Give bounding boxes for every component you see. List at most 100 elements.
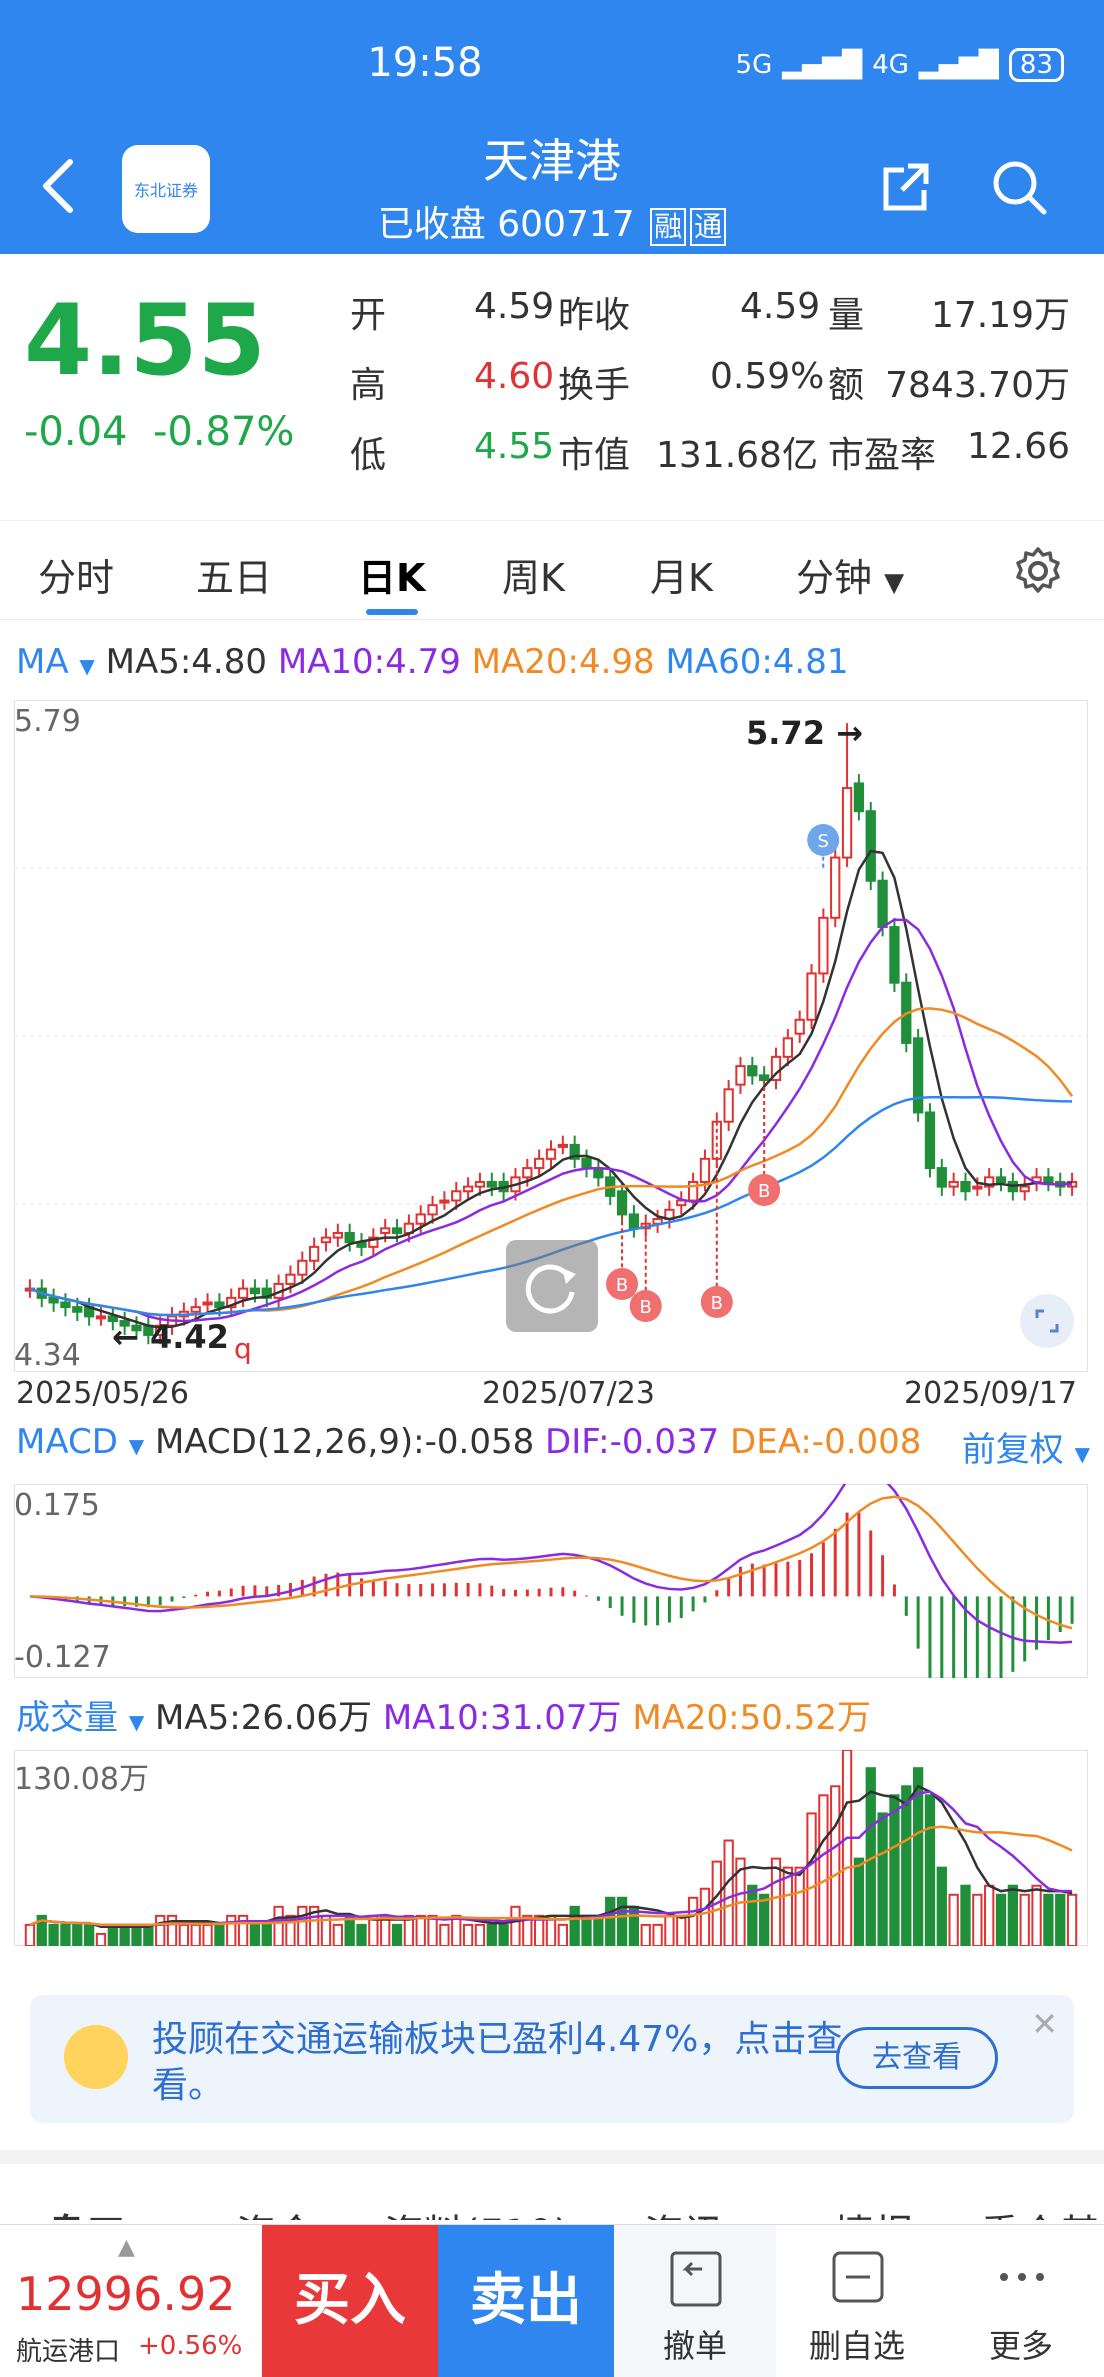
volume-bar <box>723 1839 734 1946</box>
search-icon[interactable] <box>990 158 1048 216</box>
app-logo[interactable]: 东北证券 <box>122 145 210 233</box>
market-status: 已收盘 <box>377 204 486 245</box>
signal-bars-icon: ▂▄▆█ <box>782 50 863 80</box>
tab-five-day[interactable]: 五日 <box>196 556 273 600</box>
ma5-value: MA5:4.80 <box>105 642 267 682</box>
battery-icon: 83 <box>1008 48 1064 82</box>
volume-bar <box>214 1923 225 1946</box>
buy-button[interactable]: 买入 <box>262 2225 438 2377</box>
refresh-overlay-button[interactable] <box>506 1240 598 1332</box>
dif-line <box>29 1484 1073 1644</box>
remove-watchlist-button[interactable]: 删自选 <box>776 2225 938 2377</box>
tab-weekly-k[interactable]: 周K <box>502 556 565 600</box>
stock-code: 600717 <box>497 204 635 245</box>
refresh-icon <box>525 1264 576 1314</box>
app-logo-text: 东北证券 <box>133 181 198 200</box>
volume-bar <box>415 1914 426 1946</box>
macd-selector[interactable]: MACD ▼ <box>16 1422 144 1462</box>
candle-body <box>735 1065 746 1086</box>
candle-body <box>368 1236 379 1248</box>
ma20-value: MA20:4.98 <box>471 642 655 682</box>
volume-bar <box>72 1923 83 1946</box>
volume-selector-label: 成交量 <box>16 1698 118 1738</box>
cancel-order-button[interactable]: 撤单 <box>614 2225 776 2377</box>
candle-body <box>486 1180 497 1188</box>
tab-f10[interactable]: 资料(F10) <box>384 2202 569 2220</box>
candle-body <box>889 926 900 984</box>
margin-tag: 融 <box>650 208 687 246</box>
tab-news[interactable]: 资讯 <box>644 2202 724 2220</box>
volume-bar <box>36 1914 47 1946</box>
volume-chart[interactable] <box>14 1750 1088 1946</box>
signal-4g-icon: 4G <box>872 50 909 80</box>
tab-minute[interactable]: 分钟 ▼ <box>796 547 904 602</box>
tab-fund-holdings[interactable]: 重仓基 <box>980 2202 1100 2220</box>
volume-bar <box>901 1785 912 1946</box>
candle-body <box>806 972 817 1021</box>
volume-bar <box>155 1914 166 1946</box>
volume-y-max: 130.08万 <box>14 1762 149 1797</box>
kline-x-mid: 2025/07/23 <box>482 1376 655 1411</box>
back-icon[interactable] <box>40 158 76 214</box>
min-price-value: 4.42 <box>149 1318 229 1356</box>
macd-legend: MACD ▼ MACD(12,26,9):-0.058 DIF:-0.037 D… <box>16 1422 921 1462</box>
volume-bar <box>687 1896 699 1946</box>
volume-selector[interactable]: 成交量 ▼ <box>16 1698 144 1738</box>
candle-body <box>687 1180 699 1202</box>
candle-body <box>427 1204 438 1216</box>
volume-bar <box>557 1923 568 1946</box>
promo-banner[interactable]: 投顾在交通运输板块已盈利4.47%，点击查看。 去查看 ✕ <box>30 1995 1074 2123</box>
volume-bar <box>1043 1893 1054 1946</box>
macd-chart[interactable] <box>14 1484 1088 1678</box>
more-button[interactable]: 更多 <box>940 2225 1102 2377</box>
candle-body <box>995 1176 1007 1183</box>
volume-bar <box>1007 1884 1019 1946</box>
tab-intraday[interactable]: 分时 <box>38 556 115 600</box>
vol-ma20-line <box>29 1825 1073 1927</box>
period-tabs: 分时 五日 日K 周K 月K 分钟 ▼ <box>0 520 1104 620</box>
buy-signal-label: B <box>711 1293 723 1314</box>
tab-funds[interactable]: 资金 <box>236 2202 316 2220</box>
volume-bar <box>1031 1884 1042 1946</box>
volume-bar <box>95 1932 107 1946</box>
candle-body <box>972 1185 983 1190</box>
buy-signal-marker <box>700 1286 733 1318</box>
candle-body <box>131 1324 142 1332</box>
quote-row-1: 开 4.59 昨收 4.59 量 17.19万 <box>350 286 1080 336</box>
volume-bar <box>522 1914 533 1946</box>
status-icons: 5G ▂▄▆█ 4G ▂▄▆█ 83 <box>736 48 1064 82</box>
volume-bar <box>1019 1893 1030 1946</box>
adjust-selector[interactable]: 前复权 ▼ <box>962 1422 1090 1471</box>
fullscreen-button[interactable] <box>1020 1294 1074 1348</box>
candle-body <box>48 1296 59 1304</box>
cancel-order-label: 撤单 <box>662 2327 727 2365</box>
candle-body <box>297 1259 308 1276</box>
candle-body <box>699 1157 711 1183</box>
volume-bar <box>830 1785 841 1946</box>
ma-selector[interactable]: MA ▼ <box>16 642 95 682</box>
tab-order-book[interactable]: 盘口 <box>46 2202 126 2220</box>
tab-monthly-k[interactable]: 月K <box>650 556 713 600</box>
buy-signal-label: B <box>640 1297 652 1318</box>
volume-bar <box>190 1923 201 1946</box>
volume-lines <box>29 1784 1073 1928</box>
price-change: -0.04 -0.87% <box>24 409 294 455</box>
candle-body <box>877 879 888 929</box>
close-icon[interactable]: ✕ <box>1031 2005 1058 2043</box>
volume-bar <box>83 1923 95 1946</box>
candle-body <box>747 1065 758 1077</box>
volume-bar <box>806 1812 817 1946</box>
sell-button[interactable]: 卖出 <box>438 2225 614 2377</box>
open-label: 开 <box>350 295 387 336</box>
pe-value: 12.66 <box>966 426 1070 467</box>
tab-daily-k[interactable]: 日K <box>358 556 426 600</box>
tab-intel[interactable]: 情报 <box>834 2202 914 2220</box>
candle-body <box>155 1324 166 1336</box>
index-change: +0.56% <box>138 2331 243 2361</box>
volume-bar <box>1055 1893 1066 1946</box>
promo-view-button[interactable]: 去查看 <box>836 2027 998 2089</box>
candle-body <box>853 782 865 813</box>
share-icon[interactable] <box>878 158 934 214</box>
gear-icon[interactable] <box>1012 545 1064 597</box>
kline-chart[interactable]: SBB BB <box>14 700 1088 1372</box>
